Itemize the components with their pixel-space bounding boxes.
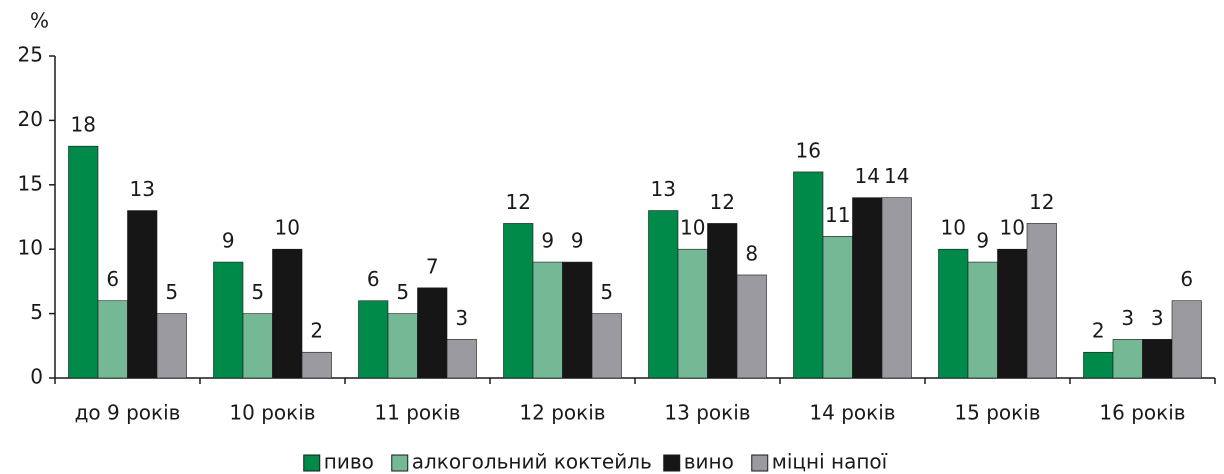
x-tick-label: 13 років [664,401,750,425]
data-label: 18 [71,113,96,137]
data-label: 10 [941,216,966,240]
bar [1142,339,1173,379]
y-tick-label: 20 [18,107,43,131]
bar [97,300,128,379]
data-label: 14 [855,164,880,188]
data-label: 12 [506,190,531,214]
bar [272,248,303,379]
data-label: 14 [884,164,909,188]
bar [301,351,332,379]
y-tick-label: 10 [18,236,43,260]
data-label: 7 [426,254,439,278]
data-label: 5 [396,280,409,304]
data-label: 12 [1029,190,1054,214]
data-label: 12 [710,190,735,214]
x-tick-label: 12 років [519,401,605,425]
legend-swatch [751,454,769,472]
legend-swatch [303,454,321,472]
data-label: 3 [1151,306,1164,330]
legend-swatch [391,454,409,472]
data-label: 13 [130,177,155,201]
data-label: 9 [222,229,235,253]
data-label: 9 [976,229,989,253]
data-label: 16 [796,138,821,162]
data-label: 5 [251,280,264,304]
data-label: 2 [310,319,323,343]
bar [736,274,767,379]
data-label: 2 [1092,319,1105,343]
data-label: 5 [165,280,178,304]
bar [967,261,998,379]
legend-label: пиво [324,450,374,474]
bar [822,236,853,379]
data-label: 3 [1121,306,1134,330]
data-label: 6 [106,267,119,291]
bar [648,210,679,379]
y-axis-label: % [30,9,49,33]
data-label: 13 [651,177,676,201]
bar [793,171,824,379]
bar [562,261,593,379]
bar [1083,351,1114,379]
x-tick-label: до 9 років [75,401,181,425]
data-label: 5 [600,280,613,304]
bar [591,313,622,379]
legend-swatch [663,454,681,472]
bar [1112,339,1143,379]
x-tick-label: 16 років [1099,401,1185,425]
data-label: 8 [745,241,758,265]
x-tick-label: 10 років [229,401,315,425]
bar [677,248,708,379]
legend-label: алкогольний коктейль [412,450,652,474]
data-label: 11 [825,203,850,227]
data-label: 6 [367,267,380,291]
bar [358,300,389,379]
bar [938,248,969,379]
legend-label: міцні напої [772,450,888,474]
bar [1171,300,1202,379]
bar [446,339,477,379]
data-label: 10 [275,216,300,240]
y-tick-label: 25 [18,43,43,67]
bar [68,145,99,379]
bar [127,210,158,379]
legend-label: вино [684,450,734,474]
x-tick-label: 14 років [809,401,895,425]
bar [881,197,912,379]
bar [1026,223,1057,379]
bar [417,287,448,379]
bar [997,248,1028,379]
data-label: 9 [571,229,584,253]
y-tick-label: 5 [30,300,43,324]
x-tick-label: 15 років [954,401,1040,425]
data-label: 3 [455,306,468,330]
bar [387,313,418,379]
bar [852,197,883,379]
bar [213,261,244,379]
bar [707,223,738,379]
data-label: 6 [1180,267,1193,291]
y-tick-label: 15 [18,171,43,195]
bar [503,223,534,379]
x-tick-label: 11 років [374,401,460,425]
bar [156,313,187,379]
data-label: 10 [680,216,705,240]
bar [242,313,273,379]
y-tick-label: 0 [30,365,43,389]
data-label: 10 [1000,216,1025,240]
data-label: 9 [541,229,554,253]
bar [532,261,563,379]
